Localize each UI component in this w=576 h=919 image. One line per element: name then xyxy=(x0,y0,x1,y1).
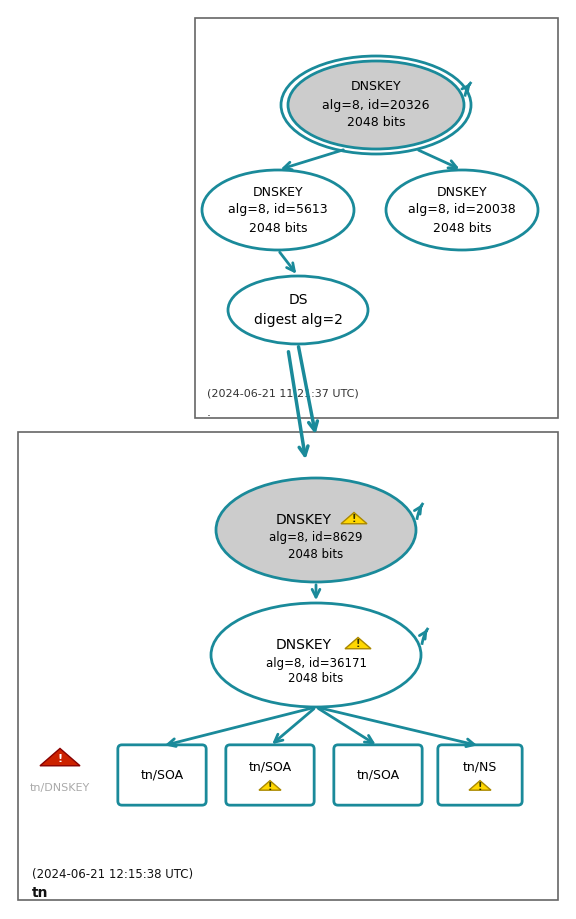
FancyBboxPatch shape xyxy=(118,744,206,805)
Text: DNSKEY
alg=8, id=20038
2048 bits: DNSKEY alg=8, id=20038 2048 bits xyxy=(408,186,516,234)
Text: DNSKEY: DNSKEY xyxy=(276,513,332,527)
FancyBboxPatch shape xyxy=(226,744,314,805)
Text: DNSKEY
alg=8, id=20326
2048 bits: DNSKEY alg=8, id=20326 2048 bits xyxy=(322,81,430,130)
Text: DS
digest alg=2: DS digest alg=2 xyxy=(253,293,343,327)
Bar xyxy=(18,432,558,900)
Ellipse shape xyxy=(288,61,464,149)
Ellipse shape xyxy=(386,170,538,250)
Text: tn/NS: tn/NS xyxy=(463,761,497,774)
FancyBboxPatch shape xyxy=(438,744,522,805)
Polygon shape xyxy=(40,748,80,766)
Polygon shape xyxy=(345,638,371,649)
Text: tn: tn xyxy=(32,886,48,900)
Ellipse shape xyxy=(216,478,416,582)
Polygon shape xyxy=(259,780,281,790)
Ellipse shape xyxy=(202,170,354,250)
FancyBboxPatch shape xyxy=(334,744,422,805)
Text: !: ! xyxy=(268,781,272,791)
Text: tn/DNSKEY: tn/DNSKEY xyxy=(30,783,90,793)
Text: tn/SOA: tn/SOA xyxy=(357,768,400,781)
Text: alg=8, id=8629: alg=8, id=8629 xyxy=(269,531,363,544)
Text: DNSKEY
alg=8, id=5613
2048 bits: DNSKEY alg=8, id=5613 2048 bits xyxy=(228,186,328,234)
Text: 2048 bits: 2048 bits xyxy=(289,673,344,686)
Text: .: . xyxy=(207,406,211,419)
Text: (2024-06-21 12:15:38 UTC): (2024-06-21 12:15:38 UTC) xyxy=(32,868,193,881)
Text: alg=8, id=36171: alg=8, id=36171 xyxy=(266,656,366,670)
Text: (2024-06-21 11:21:37 UTC): (2024-06-21 11:21:37 UTC) xyxy=(207,388,359,398)
Polygon shape xyxy=(341,513,367,524)
Text: tn/SOA: tn/SOA xyxy=(141,768,184,781)
Text: DNSKEY: DNSKEY xyxy=(276,638,332,652)
Text: !: ! xyxy=(356,640,360,650)
Text: !: ! xyxy=(58,754,63,765)
Bar xyxy=(195,18,558,418)
Polygon shape xyxy=(469,780,491,790)
Text: tn/SOA: tn/SOA xyxy=(248,761,291,774)
Text: !: ! xyxy=(352,515,356,525)
Text: 2048 bits: 2048 bits xyxy=(289,548,344,561)
Ellipse shape xyxy=(211,603,421,707)
Text: !: ! xyxy=(478,781,482,791)
Ellipse shape xyxy=(228,276,368,344)
